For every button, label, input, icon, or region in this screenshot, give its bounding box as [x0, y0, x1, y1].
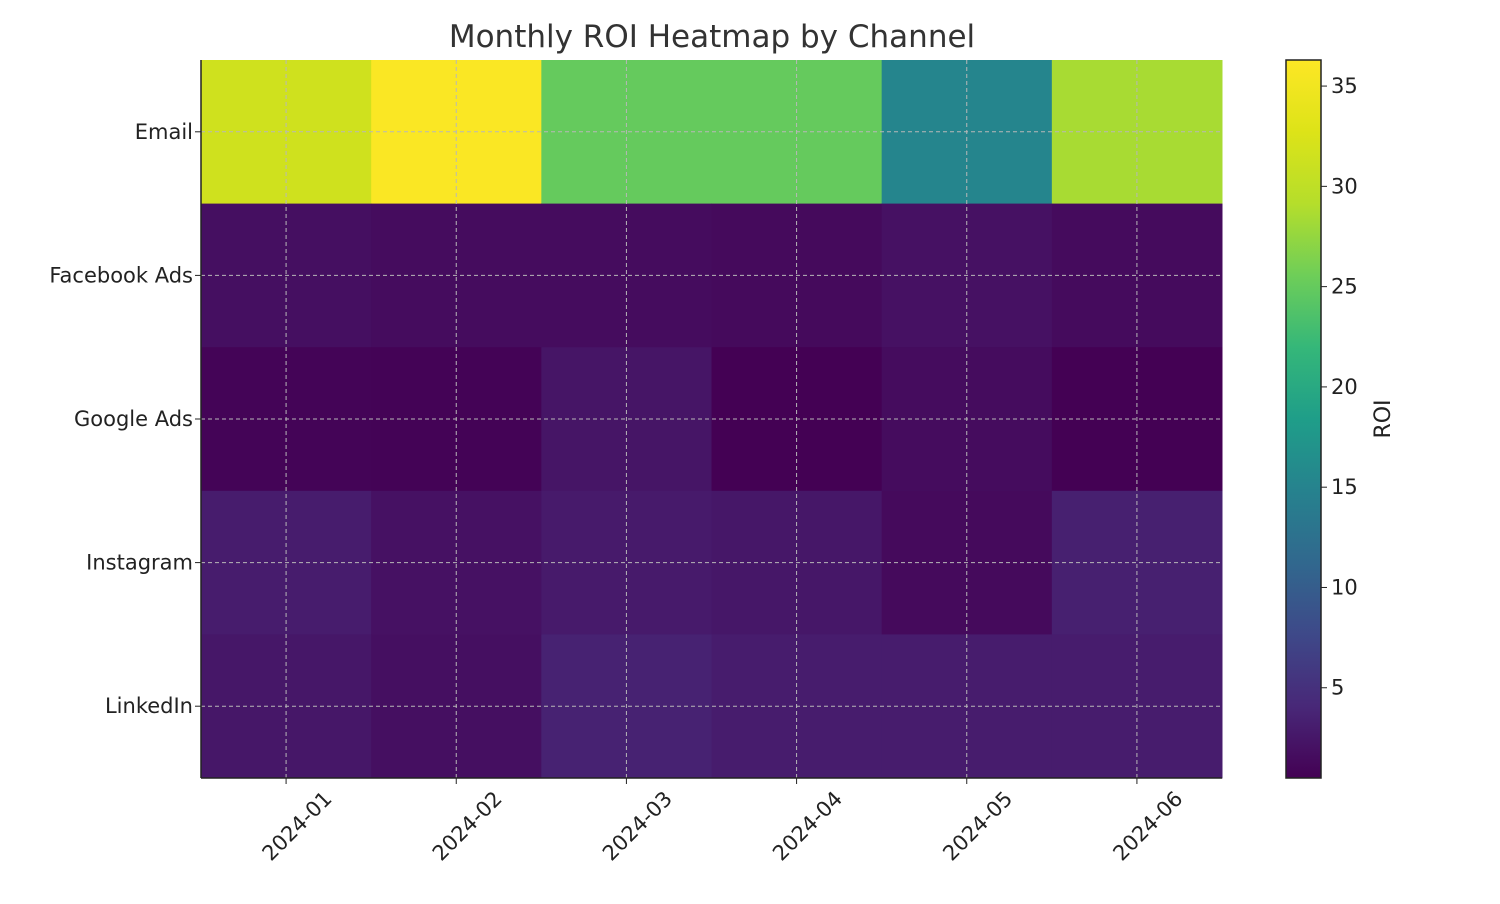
heatmap-cell-4-6	[1051, 490, 1223, 635]
y-tick-label: LinkedIn	[105, 694, 193, 718]
colorbar-tick-label: 10	[1331, 575, 1358, 599]
y-tick-label: Google Ads	[74, 407, 193, 431]
colorbar-tick-label: 25	[1331, 275, 1358, 299]
y-tick-label: Instagram	[86, 551, 193, 575]
colorbar-tick-label: 30	[1331, 174, 1358, 198]
colorbar-tick-label: 35	[1331, 74, 1358, 98]
x-tick-label: 2024-03	[598, 787, 677, 866]
x-tick-label: 2024-06	[1108, 787, 1187, 866]
grid-lines	[201, 60, 1222, 778]
heatmap-cell-4-3	[541, 490, 712, 635]
x-tick-label: 2024-05	[938, 787, 1017, 866]
y-tick-labels: Email Facebook Ads Google Ads Instagram Link…	[49, 120, 201, 718]
colorbar-label: ROI	[1371, 399, 1396, 438]
heatmap-cell-2-3	[541, 203, 712, 348]
colorbar-tick-label: 15	[1331, 475, 1358, 499]
colorbar-tick-label: 5	[1331, 676, 1344, 700]
x-tick-labels: 2024-01 2024-02 2024-03 2024-04 2024-05 2024-…	[258, 778, 1187, 866]
x-tick-label: 2024-02	[428, 787, 507, 866]
chart-title: Monthly ROI Heatmap by Channel	[449, 19, 975, 55]
x-tick-label: 2024-01	[258, 787, 337, 866]
y-tick-label: Email	[135, 120, 193, 144]
colorbar: 5 10 15 20 25 30 35 ROI	[1285, 59, 1396, 779]
heatmap-cell-2-6	[1051, 203, 1223, 348]
colorbar-gradient	[1285, 59, 1322, 779]
colorbar-tick-label: 20	[1331, 375, 1358, 399]
x-tick-label: 2024-04	[768, 787, 847, 866]
y-tick-label: Facebook Ads	[49, 263, 193, 287]
